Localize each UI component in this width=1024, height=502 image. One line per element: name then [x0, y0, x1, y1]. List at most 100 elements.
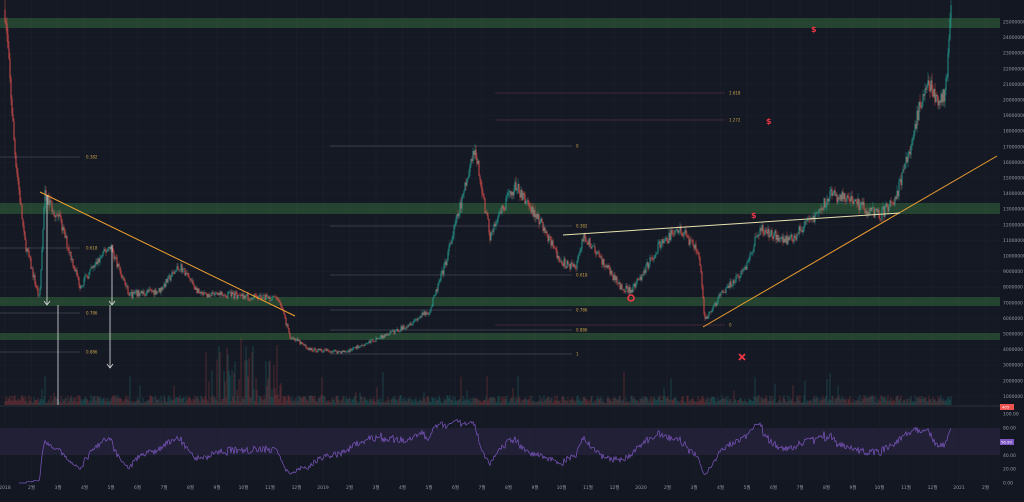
volume-bar	[422, 397, 424, 405]
volume-bar	[545, 398, 547, 405]
candle	[515, 182, 517, 191]
candle	[89, 269, 91, 273]
candle	[184, 268, 186, 276]
volume-bar	[372, 399, 374, 405]
volume-bar	[506, 395, 508, 405]
volume-bar	[716, 401, 718, 405]
candle	[58, 214, 60, 217]
candle	[823, 198, 825, 211]
volume-bar	[845, 398, 847, 405]
candle	[825, 206, 827, 208]
measure-arrows	[43, 195, 116, 405]
volume-bar	[502, 396, 504, 405]
candle	[615, 276, 617, 281]
candle	[350, 348, 352, 351]
candle	[15, 154, 17, 167]
volume-bar	[122, 402, 124, 405]
candle	[726, 287, 728, 288]
volume-bar	[771, 396, 773, 405]
candle	[842, 191, 844, 200]
volume-bar	[331, 397, 333, 405]
volume-bar	[304, 396, 306, 405]
volume-bar	[727, 396, 729, 405]
candle	[432, 297, 434, 306]
candle	[121, 274, 123, 279]
ascending-trendline[interactable]	[702, 155, 998, 328]
volume-bar	[439, 397, 441, 405]
volume-bar	[28, 395, 30, 405]
volume-bar	[257, 402, 259, 405]
volume-bar	[251, 351, 253, 405]
volume-bar	[667, 395, 669, 405]
candle	[847, 195, 849, 198]
volume-bar	[146, 401, 148, 405]
volume-bar	[927, 401, 929, 405]
y-tick-label: 2000000	[1003, 378, 1023, 384]
volume-bar	[370, 397, 372, 405]
volume-bar	[314, 395, 316, 405]
candle	[139, 293, 141, 296]
volume-bar	[612, 397, 614, 405]
volume-bar	[740, 397, 742, 405]
volume-bar	[848, 399, 850, 405]
volume-bar	[495, 401, 497, 405]
price-axis[interactable]: 2500000024000000230000002200000021000000…	[1003, 20, 1024, 400]
volume-bar	[707, 397, 709, 405]
volume-bar	[836, 397, 838, 405]
candle	[13, 121, 15, 140]
candle	[103, 249, 105, 253]
volume-bar	[620, 399, 622, 405]
volume-bar	[632, 398, 634, 405]
candle	[247, 293, 249, 300]
candle	[439, 280, 441, 282]
volume-bar	[853, 402, 855, 405]
candle	[4, 9, 6, 22]
candle	[132, 292, 134, 298]
candle	[462, 193, 464, 197]
volume-bar	[749, 399, 751, 405]
candle	[281, 306, 283, 308]
candle	[769, 235, 771, 238]
volume-bar	[811, 402, 813, 405]
candle	[480, 179, 482, 187]
candle	[516, 188, 518, 191]
rsi-badge	[1000, 439, 1014, 445]
volume-bar	[516, 399, 518, 405]
candle	[24, 231, 26, 240]
volume-bar	[190, 399, 192, 405]
candle	[553, 245, 555, 248]
volume-bar	[461, 401, 463, 405]
volume-bar	[291, 396, 293, 405]
candle	[598, 251, 600, 254]
volume-bar	[423, 391, 425, 405]
candle	[45, 190, 47, 196]
volume-bar	[405, 400, 407, 405]
volume-bar	[259, 397, 261, 405]
volume-bar	[65, 397, 67, 405]
volume-bar	[377, 399, 379, 405]
candle	[128, 294, 130, 296]
volume-bar	[463, 400, 465, 405]
descending-trendline[interactable]	[39, 191, 296, 317]
candle	[713, 304, 715, 307]
candle	[559, 260, 561, 262]
volume-bar	[93, 395, 95, 405]
candle	[765, 230, 767, 232]
resistance-line[interactable]	[562, 212, 901, 236]
volume-bar	[225, 397, 227, 405]
x-tick-label: 4월	[717, 484, 724, 491]
volume-bar	[284, 397, 286, 405]
volume-bar	[386, 401, 388, 405]
time-axis[interactable]: 2018 2월 3월 4월 5월 6월 7월 8월 9월 10월 11월 12월 2019 2월 3월 4월 5…	[0, 484, 989, 491]
y-tick-label: 8000000	[1003, 285, 1023, 291]
volume-bar	[700, 400, 702, 405]
volume-bar	[208, 381, 210, 405]
volume-bar	[842, 399, 844, 405]
candle	[140, 290, 142, 294]
volume-bar	[883, 396, 885, 405]
volume-bar	[635, 400, 637, 405]
candle	[171, 272, 173, 278]
candle	[148, 289, 150, 292]
